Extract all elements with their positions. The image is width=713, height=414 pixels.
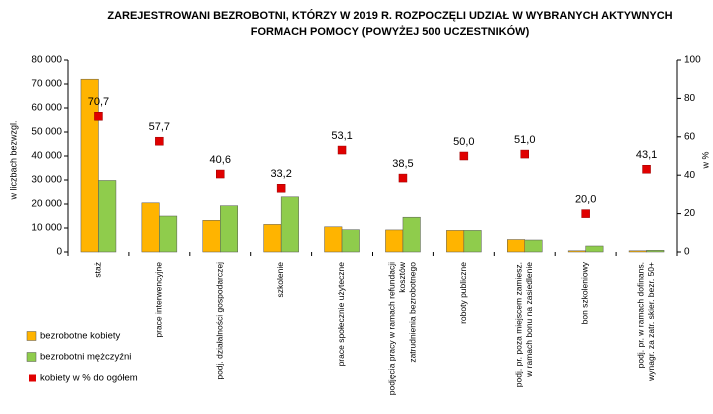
y2-tick-label: 60 xyxy=(684,131,696,142)
legend-label: bezrobotne kobiety xyxy=(40,331,121,342)
x-tick-label: roboty publiczne xyxy=(458,262,468,324)
bar xyxy=(280,196,299,253)
x-tick-label: podj. pr. poza miejscem zamiesz.w ramach… xyxy=(514,262,535,387)
data-label: 43,1 xyxy=(636,149,657,161)
bar xyxy=(385,229,404,253)
bar xyxy=(263,224,282,253)
y-tick-label: 60 000 xyxy=(31,103,62,114)
marker xyxy=(581,209,590,218)
x-tick-label: podj. działalności gospodarczej xyxy=(215,262,225,380)
legend-swatch xyxy=(26,331,37,341)
legend-label: kobiety w % do ogółem xyxy=(40,373,138,384)
x-tick-label: szkolenie xyxy=(275,262,285,298)
data-label: 33,2 xyxy=(270,168,291,180)
y2-tick-label: 40 xyxy=(684,170,696,181)
data-label: 50,0 xyxy=(453,136,474,148)
bar xyxy=(463,230,482,253)
bar xyxy=(628,250,647,253)
y-axis-label: w liczbach bezwzgl. xyxy=(8,120,18,200)
data-label: 20,0 xyxy=(575,194,596,206)
data-label: 38,5 xyxy=(392,158,413,170)
x-tick-label: bon szkoleniowy xyxy=(580,261,590,324)
y-tick-label: 80 000 xyxy=(31,55,62,66)
y-tick-label: 50 000 xyxy=(31,127,62,138)
x-tick-label: prace społecznie użyteczne xyxy=(336,262,346,367)
y-tick-label: 30 000 xyxy=(31,175,62,186)
x-tick-label: staż xyxy=(93,262,103,278)
bar xyxy=(324,226,343,253)
x-tick-label: podj. pr. w ramach dofinans.wynagr. za z… xyxy=(636,262,657,382)
data-label: 57,7 xyxy=(149,121,170,133)
legend-swatch xyxy=(29,374,36,382)
y-tick-label: 70 000 xyxy=(31,79,62,90)
bar xyxy=(341,229,360,253)
data-label: 51,0 xyxy=(514,134,535,146)
y2-tick-label: 80 xyxy=(684,93,696,104)
bar xyxy=(567,250,586,253)
bar xyxy=(524,239,543,253)
bar xyxy=(141,202,160,253)
legend-label: bezrobotni mężczyźni xyxy=(40,352,131,363)
data-label: 53,1 xyxy=(331,130,352,142)
data-label: 40,6 xyxy=(210,154,231,166)
marker xyxy=(459,151,469,161)
marker xyxy=(216,169,225,179)
x-tick-label: podjęcia pracy w ramach refundacjikosztó… xyxy=(387,261,418,395)
bar xyxy=(98,180,117,253)
y-tick-label: 0 xyxy=(56,247,62,258)
y2-tick-label: 20 xyxy=(684,208,696,219)
y2-tick-label: 100 xyxy=(684,55,701,66)
marker xyxy=(94,112,103,121)
y-tick-label: 40 000 xyxy=(31,151,62,162)
bar xyxy=(507,239,525,253)
marker xyxy=(520,149,529,159)
bar xyxy=(446,230,465,253)
marker xyxy=(276,184,286,193)
chart-title: ZAREJESTROWANI BEZROBOTNI, KTÓRZY W 2019… xyxy=(107,10,673,38)
bar xyxy=(202,220,221,253)
y2-tick-label: 0 xyxy=(684,247,690,258)
y-tick-label: 10 000 xyxy=(31,223,62,234)
bar xyxy=(646,250,665,253)
bar xyxy=(159,215,178,253)
marker xyxy=(337,145,347,155)
marker xyxy=(155,136,164,146)
bar xyxy=(220,205,238,253)
marker xyxy=(642,164,651,174)
y2-axis-label: w % xyxy=(700,151,710,169)
bar xyxy=(402,216,421,253)
bar xyxy=(585,245,604,253)
x-tick-label: prace interwencyjne xyxy=(154,262,164,338)
marker xyxy=(398,173,408,183)
data-label: 70,7 xyxy=(88,96,109,108)
legend-swatch xyxy=(26,352,37,362)
bar xyxy=(80,78,99,253)
y-tick-label: 20 000 xyxy=(31,199,62,210)
